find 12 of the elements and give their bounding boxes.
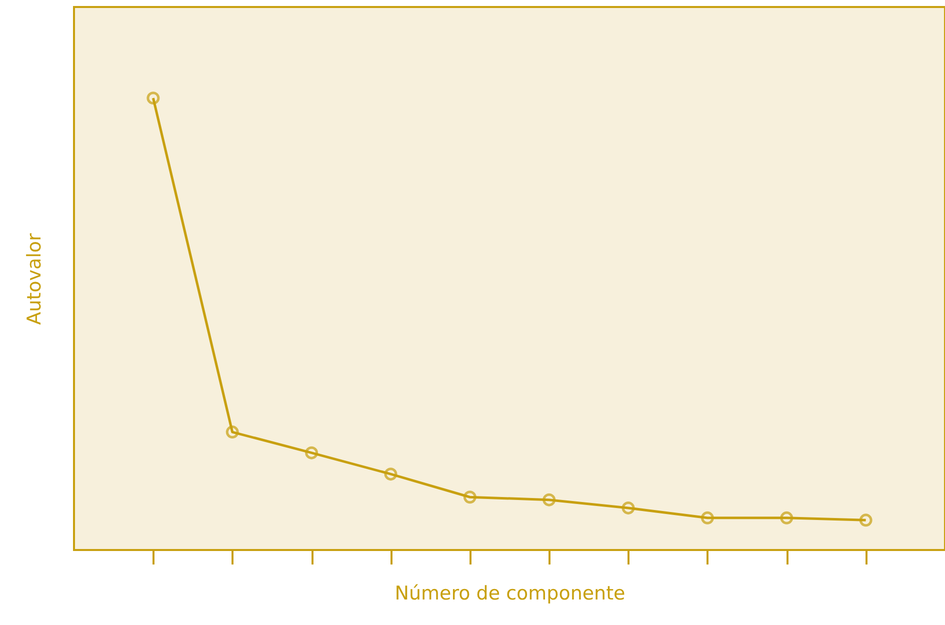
x-axis-title: Número de componente — [394, 582, 626, 604]
point — [226, 426, 239, 439]
point — [542, 493, 556, 506]
point — [305, 446, 318, 460]
point — [859, 514, 872, 527]
point — [463, 490, 476, 504]
point — [146, 92, 160, 105]
y-axis-title: Autovalor — [24, 232, 46, 325]
point — [384, 468, 398, 481]
point — [700, 511, 714, 524]
point — [622, 501, 635, 514]
point — [780, 511, 794, 524]
